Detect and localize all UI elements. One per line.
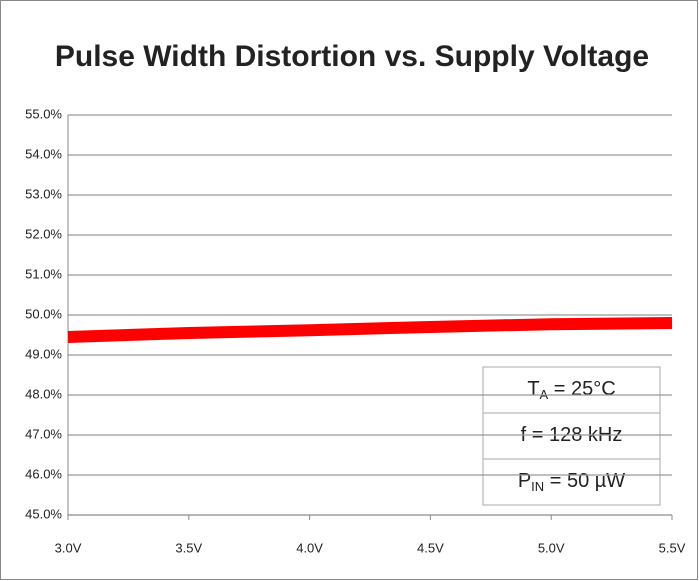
y-tick-label: 48.0% bbox=[25, 386, 62, 401]
x-tick-label: 4.0V bbox=[296, 540, 323, 555]
chart-title: Pulse Width Distortion vs. Supply Voltag… bbox=[55, 40, 649, 73]
y-tick-label: 52.0% bbox=[25, 226, 62, 241]
y-tick-label: 50.0% bbox=[25, 306, 62, 321]
x-tick-label: 3.0V bbox=[55, 540, 82, 555]
x-tick-label: 3.5V bbox=[175, 540, 202, 555]
annotation-main: T bbox=[527, 378, 539, 400]
annotation-subscript: IN bbox=[531, 479, 544, 494]
x-tick-label: 5.5V bbox=[659, 540, 686, 555]
annotation-rest: = 50 µW bbox=[544, 470, 625, 492]
y-tick-label: 51.0% bbox=[25, 266, 62, 281]
y-tick-label: 49.0% bbox=[25, 346, 62, 361]
y-tick-label: 53.0% bbox=[25, 186, 62, 201]
y-tick-label: 46.0% bbox=[25, 466, 62, 481]
annotation-main: P bbox=[518, 470, 531, 492]
y-tick-label: 45.0% bbox=[25, 506, 62, 521]
line-series bbox=[67, 317, 673, 343]
annotation-rest: = 25°C bbox=[548, 378, 615, 400]
annotation-text: PIN = 50 µW bbox=[518, 470, 625, 494]
x-tick-label: 5.0V bbox=[538, 540, 565, 555]
y-tick-label: 47.0% bbox=[25, 426, 62, 441]
x-tick-label: 4.5V bbox=[417, 540, 444, 555]
y-tick-label: 54.0% bbox=[25, 146, 62, 161]
annotation-frame bbox=[482, 366, 661, 506]
y-tick-label: 55.0% bbox=[25, 106, 62, 121]
